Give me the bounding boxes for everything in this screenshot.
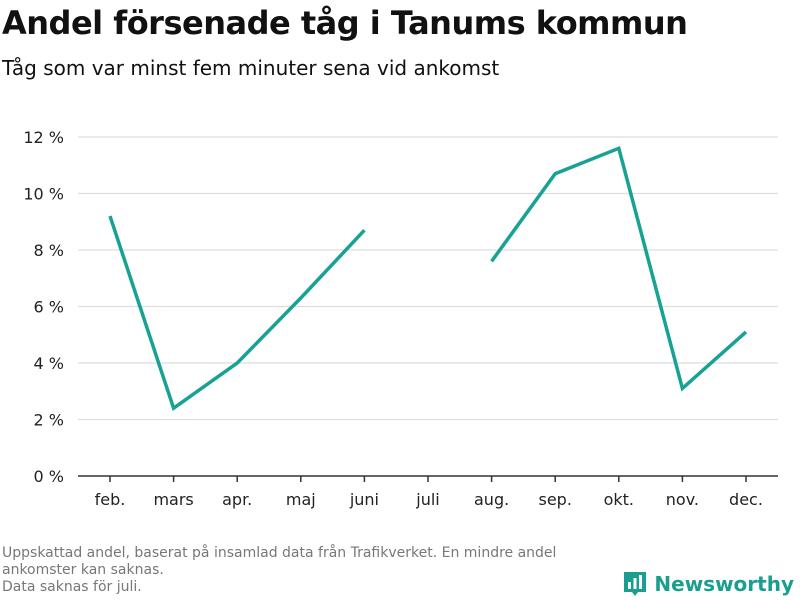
- bar-chart-logo-icon: [624, 572, 647, 596]
- footnote-line-3: Data saknas för juli.: [2, 579, 142, 595]
- y-tick-label: 2 %: [34, 411, 64, 430]
- x-tick-label: mars: [153, 490, 193, 509]
- x-tick-label: sep.: [538, 490, 571, 509]
- series-line-segment: [108, 215, 366, 411]
- x-axis: feb. mars apr. maj juni juli aug. sep. okt. nov. d…: [78, 475, 778, 509]
- y-tick-label: 8 %: [34, 241, 64, 260]
- x-tick-label: aug.: [474, 490, 509, 509]
- x-tick-label: maj: [286, 490, 316, 509]
- y-tick-label: 6 %: [34, 298, 64, 317]
- grid-lines: [78, 136, 778, 421]
- series-line-segment: [490, 145, 748, 392]
- x-tick-label: juli: [415, 490, 439, 509]
- y-tick-label: 10 %: [23, 185, 64, 204]
- x-tick-label: juni: [349, 490, 379, 509]
- x-tick-label: nov.: [666, 490, 699, 509]
- footnote-line-1: Uppskattad andel, baserat på insamlad da…: [2, 545, 557, 561]
- chart-title: Andel försenade tåg i Tanums kommun: [2, 4, 688, 42]
- line-chart: 0 % 2 % 4 % 6 % 8 % 10 % 12 % feb. mars apr. maj j…: [23, 128, 778, 509]
- y-tick-label: 4 %: [34, 354, 64, 373]
- brand-logo: Newsworthy: [622, 568, 794, 600]
- x-tick-label: apr.: [222, 490, 252, 509]
- series-line: [108, 145, 748, 411]
- y-axis-tick-labels: 0 % 2 % 4 % 6 % 8 % 10 % 12 %: [23, 128, 64, 486]
- footnote-line-2: ankomster kan saknas.: [2, 562, 164, 578]
- y-tick-label: 12 %: [23, 128, 64, 147]
- chart-subtitle: Tåg som var minst fem minuter sena vid a…: [2, 56, 500, 80]
- x-tick-label: dec.: [729, 490, 763, 509]
- y-tick-label: 0 %: [34, 467, 64, 486]
- brand-name: Newsworthy: [654, 572, 794, 596]
- footnote: Uppskattad andel, baserat på insamlad da…: [2, 545, 632, 596]
- x-tick-label: feb.: [95, 490, 126, 509]
- x-tick-label: okt.: [604, 490, 634, 509]
